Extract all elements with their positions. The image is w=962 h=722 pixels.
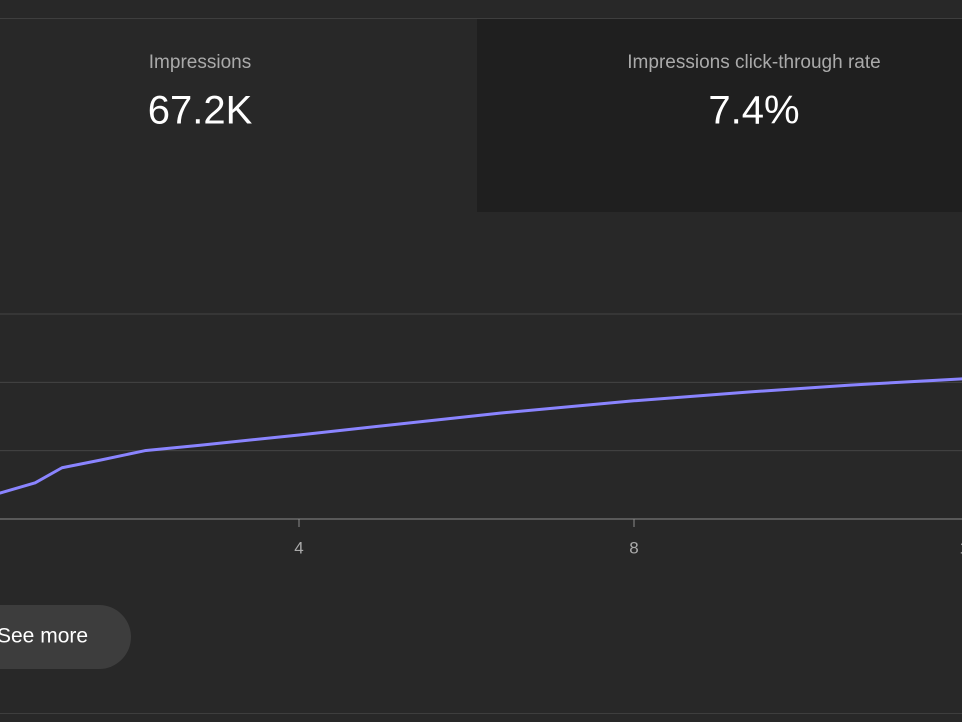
selected-card[interactable]	[477, 19, 962, 212]
x-tick-label: 12	[960, 538, 962, 557]
x-tick-label: 8	[629, 538, 638, 557]
see-more-button[interactable]	[0, 605, 131, 669]
series-line	[0, 377, 962, 495]
card-value: 7.4%	[708, 89, 799, 133]
chart: 4 8 12	[0, 313, 962, 557]
card-value: 67.2K	[148, 89, 253, 133]
button-label[interactable]: See more	[0, 625, 88, 648]
card-label: Impressions click-through rate	[627, 52, 880, 73]
x-tick-label: 4	[294, 538, 303, 557]
card-label: Impressions	[149, 52, 251, 73]
